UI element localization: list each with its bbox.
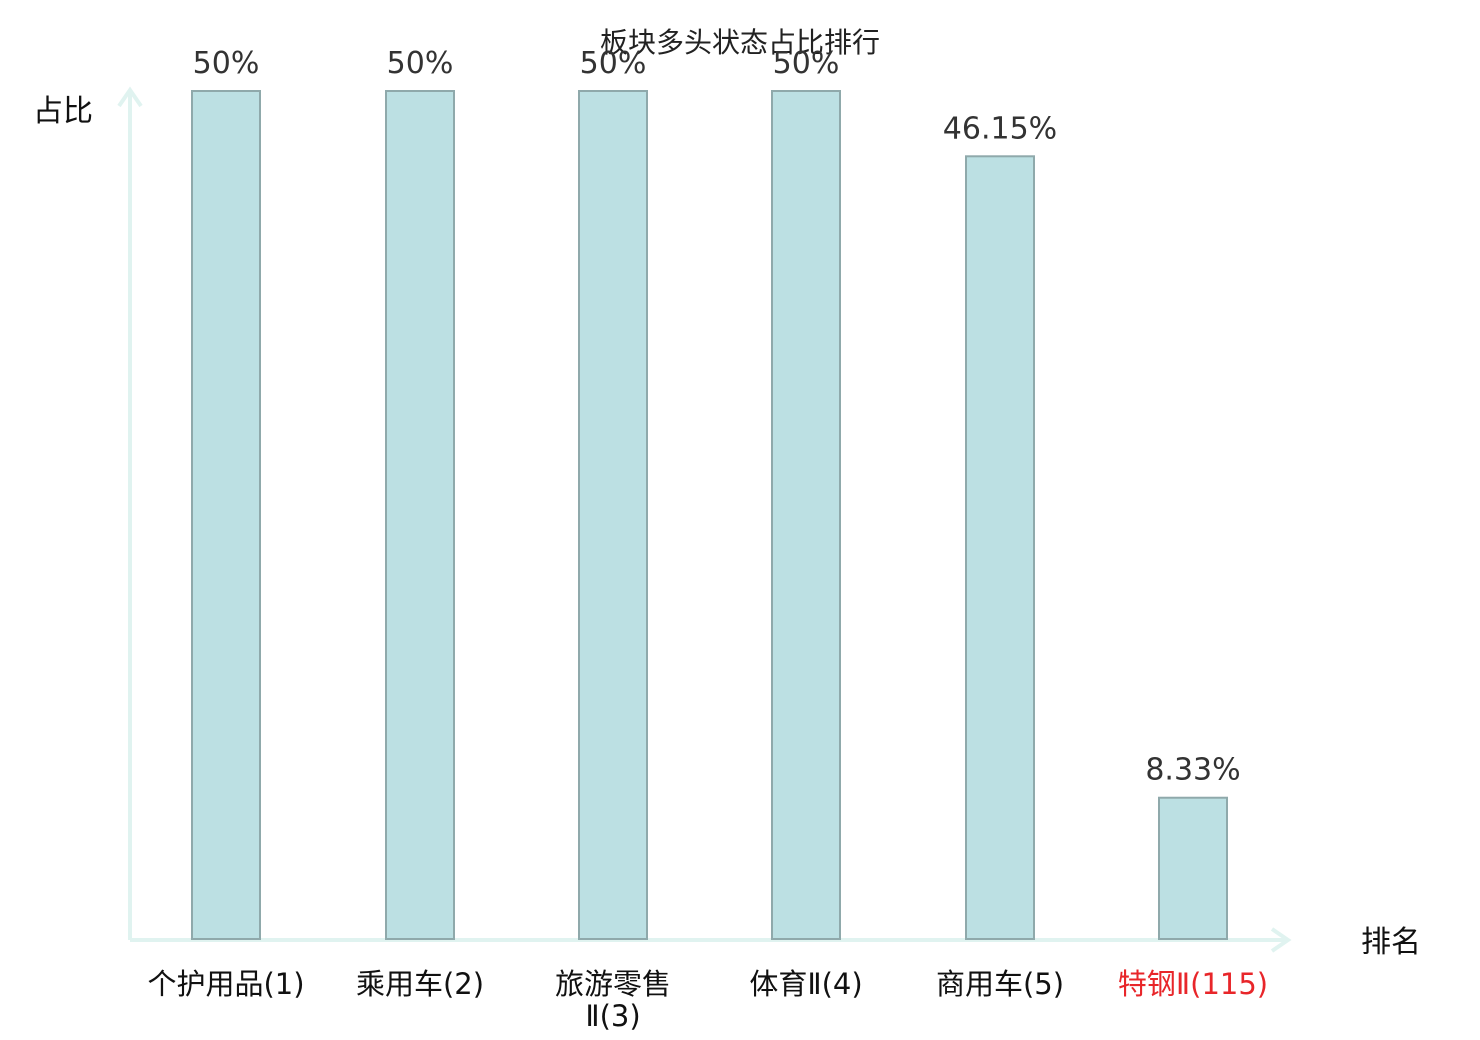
x-axis-label: 排名: [1361, 925, 1421, 960]
category-label: 商用车(5): [936, 967, 1064, 1001]
value-label: 50%: [193, 46, 260, 81]
y-axis-arrow: [117, 86, 143, 108]
category-label: 特钢Ⅱ(115): [1118, 967, 1268, 1001]
category-label: 乘用车(2): [356, 967, 484, 1001]
value-label: 50%: [773, 46, 840, 81]
bar: [191, 90, 261, 940]
axes: [117, 86, 1292, 953]
value-label: 50%: [387, 46, 454, 81]
category-label: 旅游零售 Ⅱ(3): [555, 967, 671, 1033]
x-axis-arrow: [1270, 927, 1292, 953]
category-labels: 个护用品(1) 乘用车(2) 旅游零售 Ⅱ(3) 体育Ⅱ(4) 商用车(5) 特钢Ⅱ(115…: [147, 967, 1268, 1033]
bars: [191, 90, 1228, 940]
value-label: 46.15%: [943, 111, 1057, 146]
chart-title: 板块多头状态占比排行: [600, 26, 880, 59]
value-labels: 50% 50% 50% 50% 46.15% 8.33%: [193, 46, 1241, 788]
bar: [965, 155, 1035, 940]
bar: [771, 90, 841, 940]
category-label: 个护用品(1): [147, 967, 304, 1001]
y-axis-label: 占比: [33, 94, 93, 129]
category-label: 体育Ⅱ(4): [749, 967, 862, 1001]
bar: [1158, 796, 1228, 940]
bar: [385, 90, 455, 940]
value-label: 8.33%: [1145, 753, 1240, 788]
value-label: 50%: [580, 46, 647, 81]
bar: [578, 90, 648, 940]
